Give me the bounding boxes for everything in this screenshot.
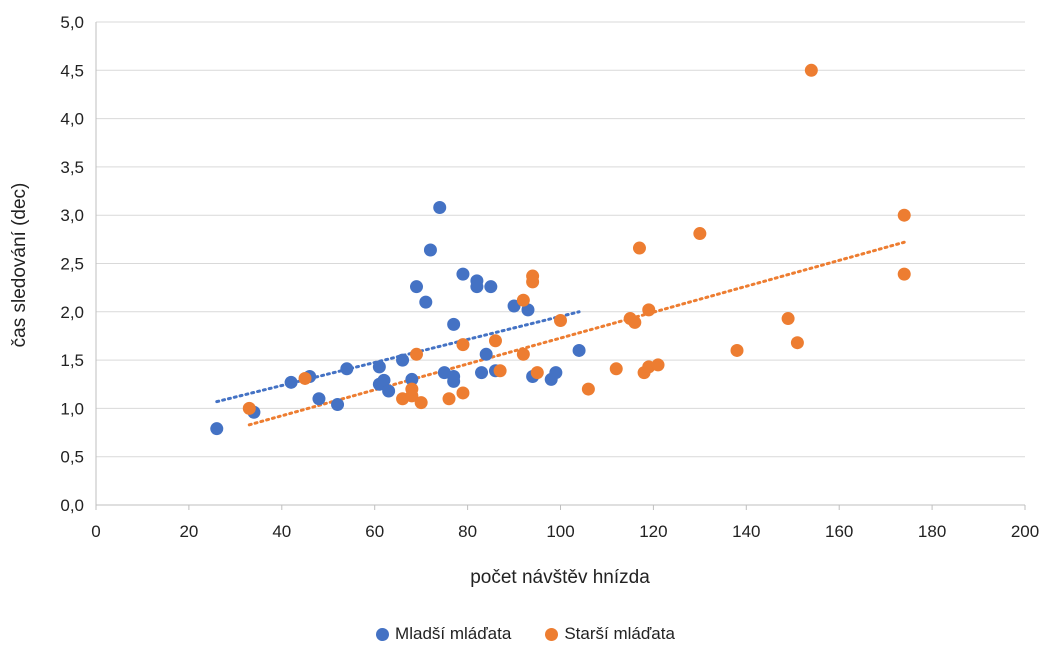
data-point-series-2: [897, 267, 911, 281]
data-point-series-2: [632, 241, 646, 255]
x-tick-label: 160: [825, 522, 853, 541]
data-point-series-1: [377, 373, 391, 387]
y-tick-labels: 0,0 0,5 1,0 1,5 2,0 2,5 3,0 3,5 4,0 4,5 5,0: [60, 13, 84, 515]
data-point-series-2: [298, 371, 312, 385]
data-point-series-1: [340, 362, 354, 376]
data-point-series-1: [549, 366, 563, 380]
data-point-series-2: [456, 386, 470, 400]
y-axis-title: čas sledování (dec): [9, 183, 30, 348]
data-point-series-1: [447, 370, 461, 384]
data-point-series-1: [456, 267, 470, 281]
data-point-series-2: [493, 364, 507, 378]
y-tick-label: 0,0: [60, 496, 84, 515]
data-point-series-2: [242, 401, 256, 415]
data-point-series-2: [730, 343, 744, 357]
data-point-series-1: [572, 343, 586, 357]
y-tick-label: 4,5: [60, 61, 84, 80]
data-point-series-1: [475, 366, 489, 380]
data-point-series-2: [442, 392, 456, 406]
x-tick-label: 80: [458, 522, 477, 541]
y-tick-label: 0,5: [60, 448, 84, 467]
data-point-series-2: [642, 303, 656, 317]
legend-label: Starší mláďata: [564, 624, 675, 643]
data-point-series-1: [470, 280, 484, 294]
data-point-series-1: [484, 280, 498, 294]
y-tick-label: 1,0: [60, 399, 84, 418]
x-tick-label: 100: [546, 522, 574, 541]
data-point-series-1: [423, 243, 437, 257]
data-point-series-1: [284, 375, 298, 389]
data-point-series-2: [693, 227, 707, 241]
data-point-series-2: [790, 336, 804, 350]
data-point-series-1: [433, 200, 447, 214]
x-tick-label: 180: [918, 522, 946, 541]
data-point-series-1: [447, 317, 461, 331]
data-point-series-1: [405, 372, 419, 386]
data-point-series-1: [419, 295, 433, 309]
data-point-series-2: [628, 315, 642, 329]
y-tick-label: 5,0: [60, 13, 84, 32]
x-tick-label: 40: [272, 522, 291, 541]
x-tick-labels: 0 20 40 60 80 100 120 140 160 180 200: [91, 522, 1039, 541]
legend-item: Mladší mláďata: [376, 624, 511, 644]
data-point-series-2: [410, 347, 424, 361]
y-tick-label: 3,5: [60, 158, 84, 177]
data-point-series-2: [609, 362, 623, 376]
data-point-series-1: [410, 280, 424, 294]
x-tick-label: 20: [179, 522, 198, 541]
data-point-series-1: [372, 360, 386, 374]
y-tick-label: 4,0: [60, 110, 84, 129]
data-point-series-2: [651, 358, 665, 372]
data-point-series-2: [804, 63, 818, 77]
x-axis-title: počet návštěv hnízda: [470, 567, 650, 588]
data-point-series-1: [210, 422, 224, 436]
data-point-series-2: [530, 366, 544, 380]
scatter-chart: 0 20 40 60 80 100 120 140 160 180 200 0,0 0,5 1,0 1,5…: [9, 13, 1039, 588]
data-point-series-1: [312, 392, 326, 406]
data-point-series-1: [331, 398, 345, 412]
data-point-series-2: [554, 313, 567, 327]
data-point-series-1: [396, 353, 410, 367]
x-tick-label: 140: [732, 522, 760, 541]
data-point-series-1: [521, 303, 535, 317]
data-point-series-2: [516, 293, 530, 307]
data-point-series-1: [382, 384, 396, 398]
data-point-series-2: [405, 382, 419, 396]
x-tick-label: 60: [365, 522, 384, 541]
y-tick-label: 3,0: [60, 206, 84, 225]
data-point-series-2: [897, 208, 911, 222]
data-point-series-1: [507, 299, 521, 313]
data-point-series-1: [479, 347, 493, 361]
data-point-series-2: [456, 338, 470, 352]
legend-label: Mladší mláďata: [395, 624, 512, 643]
trendline-series-2: [247, 240, 906, 427]
x-tick-label: 120: [639, 522, 667, 541]
data-point-series-2: [516, 347, 530, 361]
y-tick-label: 2,0: [60, 303, 84, 322]
legend-marker: [376, 627, 390, 641]
data-point-series-2: [488, 334, 502, 348]
data-point-series-2: [781, 312, 795, 326]
legend-item: Starší mláďata: [545, 624, 675, 644]
y-tick-label: 2,5: [60, 255, 84, 274]
data-point-series-2: [581, 382, 595, 396]
chart-grid: [95, 21, 1026, 510]
x-tick-label: 0: [91, 522, 100, 541]
data-point-series-2: [526, 275, 540, 289]
legend-marker: [545, 627, 559, 641]
data-points: [210, 63, 911, 436]
chart-legend: Mladší mláďata Starší mláďata: [0, 624, 1051, 644]
y-tick-label: 1,5: [60, 351, 84, 370]
data-point-series-2: [414, 396, 428, 410]
x-tick-label: 200: [1011, 522, 1039, 541]
